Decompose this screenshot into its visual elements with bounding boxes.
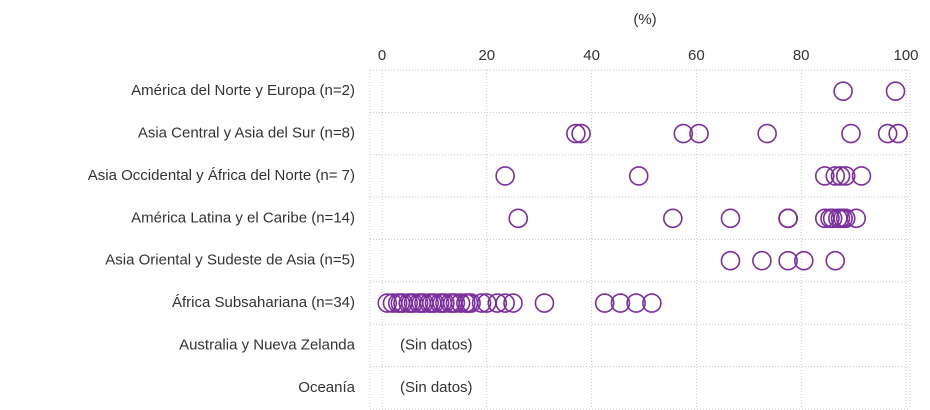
dot <box>833 81 853 101</box>
dot <box>689 123 709 144</box>
category-label: América del Norte y Europa (n=2) <box>131 82 355 99</box>
dot <box>495 293 515 313</box>
dot <box>594 293 615 313</box>
dot <box>642 293 662 313</box>
x-tick-label: 100 <box>893 47 918 64</box>
dot <box>610 293 631 313</box>
dot <box>825 250 846 271</box>
dot <box>720 208 741 229</box>
dot <box>566 123 586 144</box>
dot <box>571 123 591 144</box>
dot <box>628 166 649 186</box>
dot <box>757 123 777 144</box>
x-tick-label: 20 <box>478 47 495 64</box>
category-label: Asia Oriental y Sudeste de Asia (n=5) <box>105 252 355 269</box>
dot <box>534 293 555 313</box>
category-label: América Latina y el Caribe (n=14) <box>131 209 355 226</box>
category-label: Oceanía <box>298 379 355 396</box>
dot <box>851 166 872 186</box>
dot <box>888 123 908 144</box>
no-data-note: (Sin datos) <box>400 336 473 353</box>
dot <box>778 250 798 271</box>
x-axis-label: (%) <box>633 11 656 28</box>
x-tick-label: 40 <box>583 47 600 64</box>
dot <box>835 208 856 229</box>
dot <box>720 250 741 271</box>
dot <box>794 250 814 271</box>
dot <box>435 293 455 313</box>
dot <box>377 293 398 313</box>
dot <box>835 166 856 186</box>
dot <box>830 166 851 186</box>
category-label: Australia y Nueva Zelanda <box>179 336 356 353</box>
dot <box>877 123 898 144</box>
dot <box>825 166 846 186</box>
dot <box>673 123 694 144</box>
no-data-note: (Sin datos) <box>400 379 473 396</box>
dot <box>752 250 772 271</box>
category-label: Asia Occidental y África del Norte (n= 7… <box>88 167 355 184</box>
dot <box>487 293 508 313</box>
dot <box>841 123 861 144</box>
category-label: África Subsahariana (n=34) <box>172 294 355 311</box>
dot <box>495 166 515 186</box>
dot <box>503 293 523 313</box>
dot <box>814 166 835 186</box>
x-tick-label: 0 <box>378 47 386 64</box>
x-tick-label: 60 <box>688 47 705 64</box>
dot <box>885 81 906 101</box>
dot <box>846 208 867 229</box>
dot <box>822 208 843 229</box>
dot <box>445 293 466 313</box>
dot <box>508 208 529 229</box>
dot <box>461 293 481 313</box>
dot <box>663 208 683 229</box>
dot <box>626 293 646 313</box>
x-tick-label: 80 <box>793 47 810 64</box>
dot <box>778 208 798 229</box>
dot <box>450 293 471 313</box>
category-label: Asia Central y Asia del Sur (n=8) <box>138 125 355 142</box>
dot <box>471 293 492 313</box>
